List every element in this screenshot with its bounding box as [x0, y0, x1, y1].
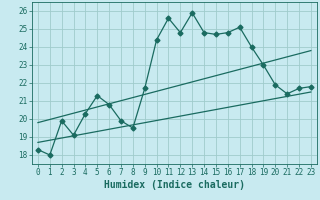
- X-axis label: Humidex (Indice chaleur): Humidex (Indice chaleur): [104, 180, 245, 190]
